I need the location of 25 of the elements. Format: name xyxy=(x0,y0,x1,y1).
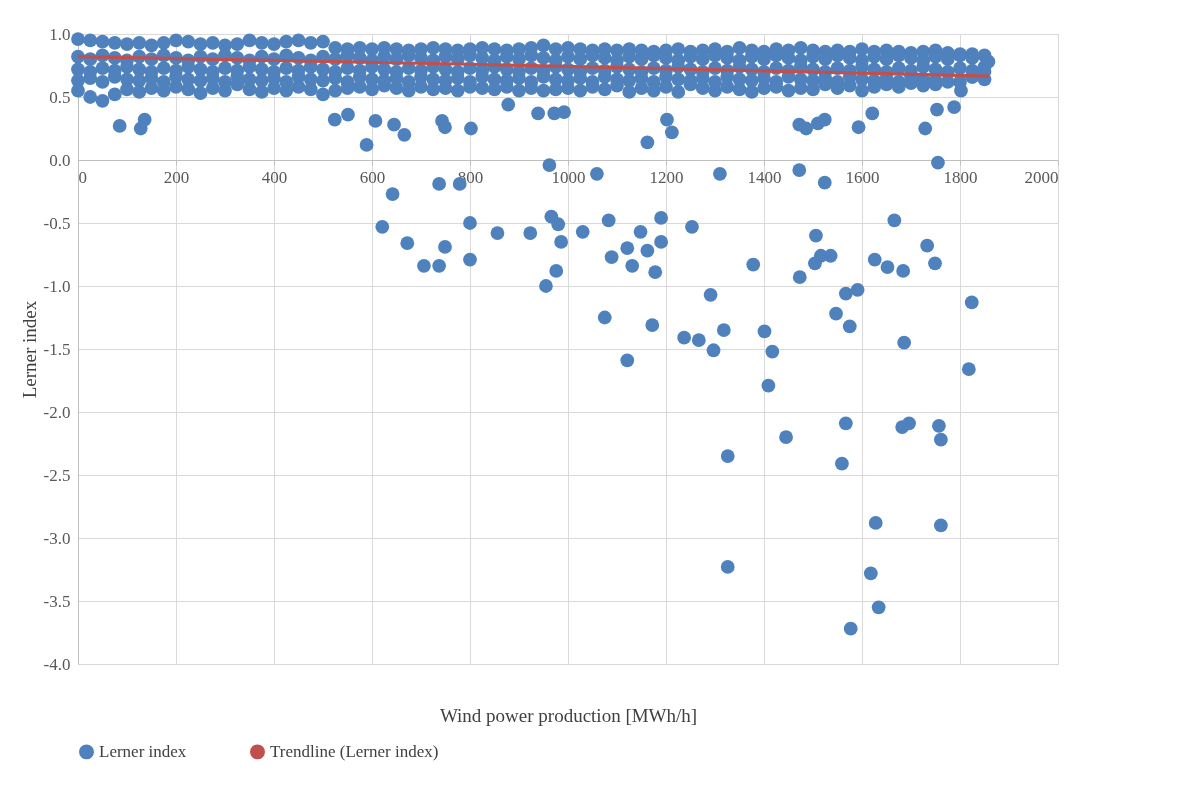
y-tick-label: -2.0 xyxy=(43,402,71,422)
legend-label: Trendline (Lerner index) xyxy=(270,741,439,761)
y-tick-label: -0.5 xyxy=(43,213,71,233)
x-tick-label: 1000 xyxy=(551,167,586,187)
y-tick-label: -3.0 xyxy=(43,528,71,548)
y-tick-label: -3.5 xyxy=(43,591,71,611)
x-tick-label: 1600 xyxy=(845,167,880,187)
x-tick-label: 200 xyxy=(163,167,190,187)
x-tick-label: 1800 xyxy=(943,167,978,187)
x-tick-label: 600 xyxy=(359,167,386,187)
x-tick-label: 2000 xyxy=(1024,167,1059,187)
x-tick-label: 400 xyxy=(261,167,288,187)
x-tick-label: 0 xyxy=(78,167,87,187)
y-tick-label: 1.0 xyxy=(49,24,71,44)
y-tick-label: -2.5 xyxy=(43,465,71,485)
y-tick-label: 0.0 xyxy=(49,150,71,170)
y-tick-label: -1.5 xyxy=(43,339,71,359)
y-tick-label: -1.0 xyxy=(43,276,71,296)
y-axis-title: Lerner index xyxy=(18,300,40,399)
x-tick-label: 1200 xyxy=(649,167,684,187)
x-axis-title: Wind power production [MWh/h] xyxy=(439,704,698,726)
y-tick-label: 0.5 xyxy=(49,87,71,107)
legend-label: Lerner index xyxy=(99,741,187,761)
y-tick-label: -4.0 xyxy=(43,654,71,674)
x-tick-label: 1400 xyxy=(747,167,782,187)
